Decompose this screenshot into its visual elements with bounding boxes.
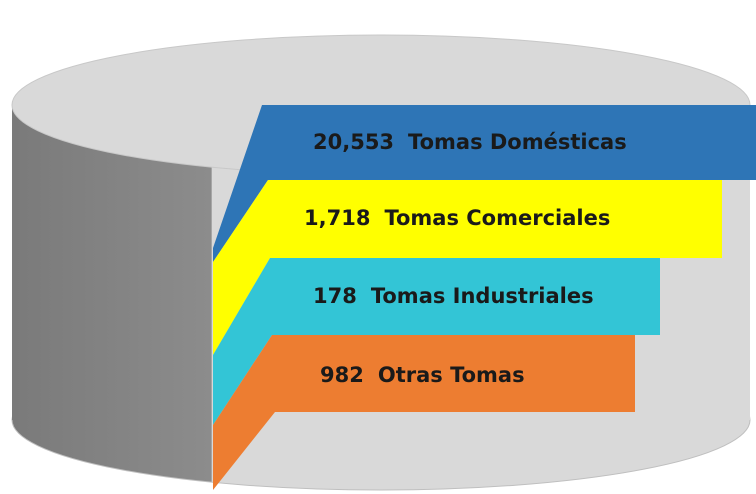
- count: 178: [313, 284, 357, 308]
- label: Tomas Domésticas: [408, 130, 627, 154]
- band: [213, 180, 722, 355]
- label: Tomas Industriales: [371, 284, 594, 308]
- band: [213, 105, 756, 262]
- bands: 20,553 Tomas Domésticas 1,718 Tomas Comerci…: [213, 105, 756, 490]
- label: Tomas Comerciales: [384, 206, 610, 230]
- band-label: 20,553 Tomas Domésticas: [313, 130, 627, 154]
- band: [213, 258, 660, 425]
- band: [213, 335, 635, 490]
- label: Otras Tomas: [378, 363, 525, 387]
- band-label: 1,718 Tomas Comerciales: [304, 206, 610, 230]
- count: 982: [320, 363, 364, 387]
- count: 1,718: [304, 206, 370, 230]
- count: 20,553: [313, 130, 394, 154]
- band-label: 982 Otras Tomas: [320, 363, 525, 387]
- band-label: 178 Tomas Industriales: [313, 284, 594, 308]
